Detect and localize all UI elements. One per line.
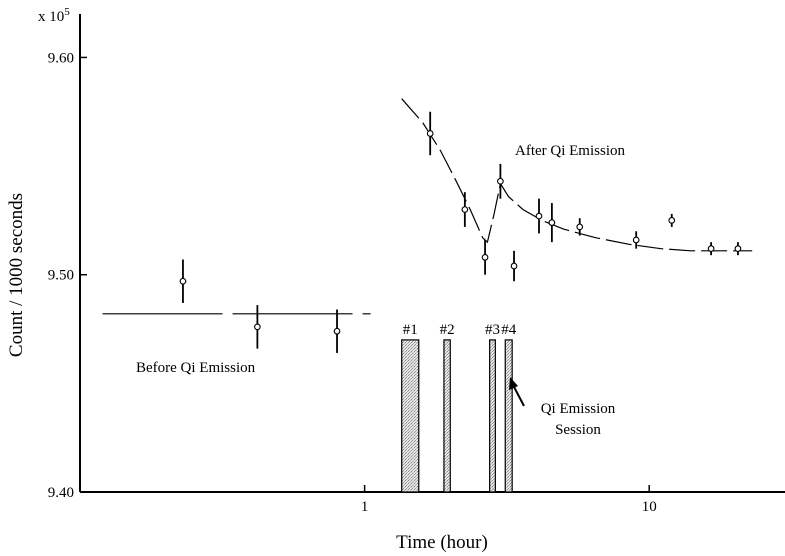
session-bar (489, 339, 496, 493)
data-point (632, 236, 640, 244)
session-label: #1 (403, 322, 418, 338)
axes: 9.40 9.50 9.60 1 10 (48, 14, 785, 515)
points-layer (179, 111, 742, 353)
data-point (668, 217, 676, 224)
x-tick-label: 10 (642, 499, 657, 515)
data-point (535, 212, 543, 220)
data-point (707, 245, 715, 253)
y-multiplier-exponent: 5 (64, 6, 70, 18)
data-point (179, 277, 187, 285)
session-bar (401, 339, 420, 493)
data-point (734, 245, 742, 253)
data-point (497, 177, 504, 185)
lines-layer (102, 98, 753, 315)
session-bar (504, 339, 513, 493)
sessions-layer: #1 #2 #3 #4 (401, 322, 517, 493)
session-label: #3 (485, 322, 500, 338)
after-trend-line (401, 98, 753, 252)
annotation-session-line1: Qi Emission (541, 401, 616, 417)
y-tick-label: 9.50 (48, 268, 74, 284)
data-point (333, 327, 341, 335)
x-axis-label: Time (hour) (396, 532, 488, 553)
y-axis-label: Count / 1000 seconds (6, 193, 27, 357)
data-point (576, 223, 584, 231)
session-label: #2 (440, 322, 455, 338)
data-point (461, 206, 469, 213)
session-bar (443, 339, 451, 493)
data-point (548, 219, 556, 226)
annotation-before: Before Qi Emission (136, 360, 256, 376)
annotation-session-line2: Session (555, 422, 601, 438)
x-tick-label: 1 (361, 499, 369, 515)
data-point (254, 323, 261, 331)
session-label: #4 (501, 322, 517, 338)
y-tick-label: 9.40 (48, 485, 74, 501)
data-point (426, 130, 434, 137)
data-point (510, 262, 518, 270)
annotation-after: After Qi Emission (515, 143, 625, 159)
session-arrow (509, 377, 525, 407)
data-point (481, 253, 489, 261)
y-multiplier: x 105 (38, 6, 70, 25)
y-tick-label: 9.60 (48, 50, 74, 66)
